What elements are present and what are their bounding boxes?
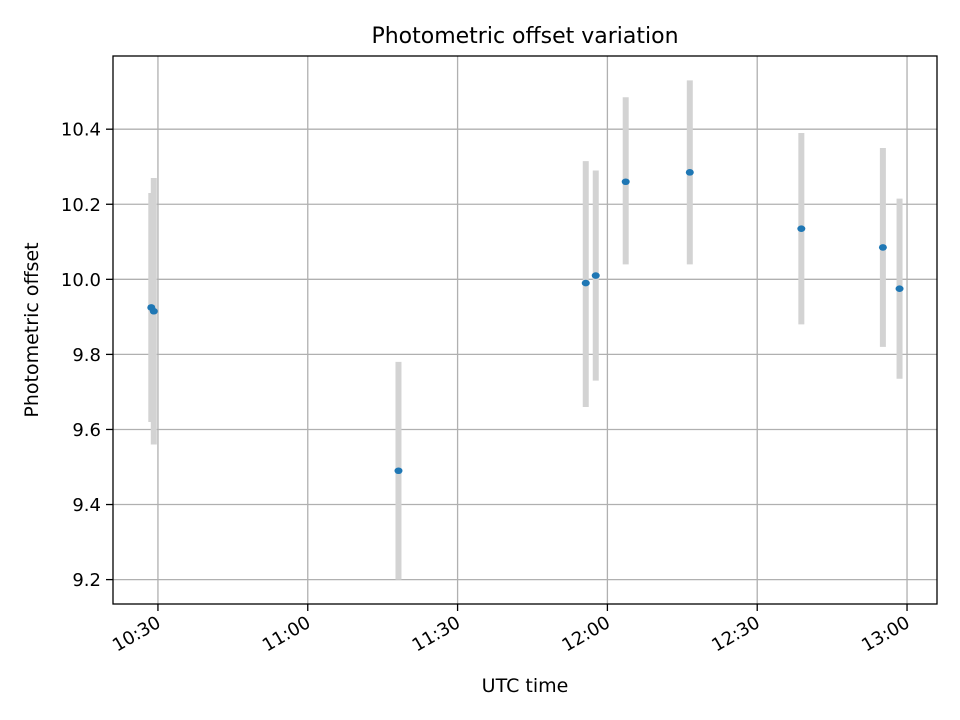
data-point [394,467,403,475]
data-point [878,244,887,251]
grid-lines [113,56,937,604]
y-tick-label: 9.8 [72,345,101,366]
data-points [147,169,904,475]
y-tick-label: 10.4 [61,120,101,141]
data-point [149,307,158,315]
chart-title: Photometric offset variation [371,24,678,49]
y-axis-label: Photometric offset [21,242,43,417]
data-point [581,279,590,287]
y-tick-label: 10.0 [61,270,101,291]
data-point [797,225,806,232]
data-point [591,272,600,279]
x-axis-label: UTC time [482,675,569,697]
data-point [621,178,630,186]
y-tick-label: 9.2 [72,570,101,591]
data-point [895,285,904,293]
y-tick-label: 10.2 [61,195,101,216]
y-tick-label: 9.4 [72,495,101,516]
plot-frame [112,55,938,605]
y-tick-label: 9.6 [72,420,101,441]
y-axis-ticks: 9.2 9.4 9.6 9.8 10.0 10.2 10.4 [61,120,113,591]
data-point [685,169,694,176]
